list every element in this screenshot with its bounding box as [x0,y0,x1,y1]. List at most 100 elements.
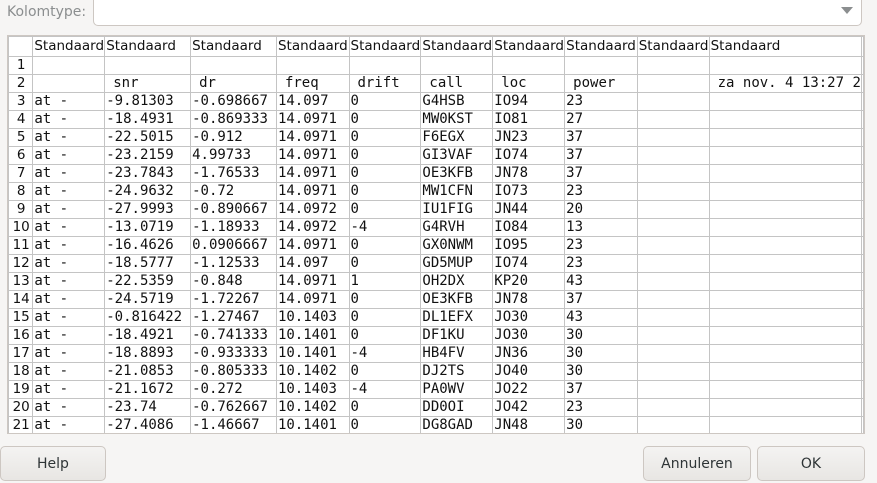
table-cell: JN44 [492,200,566,219]
table-cell: -21.0853 [104,362,192,381]
table-cell: at - [32,236,106,255]
column-type-header[interactable]: Standaard [420,36,494,57]
table-cell: JO42 [492,398,566,417]
table-cell: IO81 [492,110,566,129]
table-cell: DG8GAD [420,416,494,433]
table-cell: -18.4931 [104,110,192,129]
column-type-header[interactable]: Standaard [636,36,710,57]
table-row: 10 at - -13.0719 -1.18933 14.0972 -4 G4RVH IO84… [8,218,864,237]
row-filler [861,380,864,399]
table-cell: -4 [348,380,422,399]
table-cell: -0.933333 [190,344,277,363]
row-filler [861,254,864,273]
column-type-header[interactable]: Standaard [104,36,192,57]
table-cell: 14.097 [275,254,350,273]
row-filler [861,56,864,75]
row-filler [861,344,864,363]
column-type-header[interactable]: Standaard [708,36,863,57]
table-cell: 0 [348,290,422,309]
table-cell: OE3KFB [420,164,494,183]
table-cell [636,128,710,147]
table-cell: JN36 [492,344,566,363]
table-row: 2 snr dr freq drift call loc power za nov. 4 13:… [8,74,864,93]
table-cell: -0.869333 [190,110,277,129]
table-cell: 0 [348,92,422,111]
table-cell: 14.0971 [275,236,350,255]
column-type-header[interactable]: Standaard [190,36,277,57]
table-cell: -1.46667 [190,416,277,433]
table-cell [708,92,863,111]
table-cell: -1.12533 [190,254,277,273]
table-row: 13 at - -22.5359 -0.848 14.0971 1 OH2DX KP20 43 [8,272,864,291]
ok-button[interactable]: OK [757,446,865,481]
table-cell: 14.0971 [275,146,350,165]
table-cell: JN48 [492,416,566,433]
table-cell [636,272,710,291]
table-cell: 10.1401 [275,344,350,363]
table-cell: 20 [564,200,638,219]
table-row: 8 at - -24.9632 -0.72 14.0971 0 MW1CFN IO73 23 [8,182,864,201]
table-cell: 10.1402 [275,362,350,381]
table-cell: -18.5777 [104,254,192,273]
table-row: 17 at - -18.8893 -0.933333 10.1401 -4 HB4FV JN3… [8,344,864,363]
table-cell: GI3VAF [420,146,494,165]
table-cell: OH2DX [420,272,494,291]
table-cell [348,56,422,75]
table-cell: at - [32,92,106,111]
table-cell: -0.890667 [190,200,277,219]
table-row: 3 at - -9.81303 -0.698667 14.097 0 G4HSB IO94 23 [8,92,864,111]
table-cell: 23 [564,182,638,201]
cancel-button[interactable]: Annuleren [643,446,751,481]
column-type-header[interactable]: Standaard [348,36,422,57]
help-button[interactable]: Help [0,446,106,481]
table-cell: 0 [348,236,422,255]
table-cell: at - [32,218,106,237]
row-filler [861,308,864,327]
table-cell: IO95 [492,236,566,255]
table-cell: -24.9632 [104,182,192,201]
table-cell: GD5MUP [420,254,494,273]
table-cell: 43 [564,308,638,327]
table-cell: at - [32,380,106,399]
column-type-dropdown[interactable] [93,0,862,26]
table-cell: 14.0972 [275,218,350,237]
table-cell: at - [32,164,106,183]
row-number: 18 [8,362,34,381]
table-cell: 1 [348,272,422,291]
table-row: 12 at - -18.5777 -1.12533 14.097 0 GD5MUP IO74 2… [8,254,864,273]
table-cell: 10.1401 [275,326,350,345]
row-filler [861,236,864,255]
table-cell [708,272,863,291]
row-filler [861,128,864,147]
column-type-header[interactable]: Standaard [275,36,350,57]
table-cell: -18.4921 [104,326,192,345]
table-cell: DL1EFX [420,308,494,327]
table-cell: JO40 [492,362,566,381]
table-cell: at - [32,182,106,201]
table-cell [636,416,710,433]
table-row: 6 at - -23.2159 4.99733 14.0971 0 GI3VAF IO74 37 [8,146,864,165]
table-cell: loc [492,74,566,93]
column-type-header[interactable]: Standaard [492,36,566,57]
table-cell: 0.0906667 [190,236,277,255]
table-cell: IO74 [492,254,566,273]
column-type-header[interactable]: Standaard [32,36,106,57]
table-cell: 37 [564,128,638,147]
table-cell: -27.4086 [104,416,192,433]
column-type-header[interactable]: Standaard [564,36,638,57]
table-cell [636,200,710,219]
chevron-down-icon [841,7,853,14]
table-cell [636,326,710,345]
table-cell: 0 [348,398,422,417]
table-cell: at - [32,146,106,165]
table-cell: JO30 [492,308,566,327]
table-cell: 30 [564,362,638,381]
table-cell [708,236,863,255]
table-cell: -23.74 [104,398,192,417]
csv-preview-grid[interactable]: Standaard Standaard Standaard Standaard Stan… [7,35,865,434]
row-number: 12 [8,254,34,273]
table-row: 11 at - -16.4626 0.0906667 14.0971 0 GX0NWM IO9… [8,236,864,255]
table-cell: 0 [348,146,422,165]
table-cell: 0 [348,164,422,183]
table-cell: -1.18933 [190,218,277,237]
